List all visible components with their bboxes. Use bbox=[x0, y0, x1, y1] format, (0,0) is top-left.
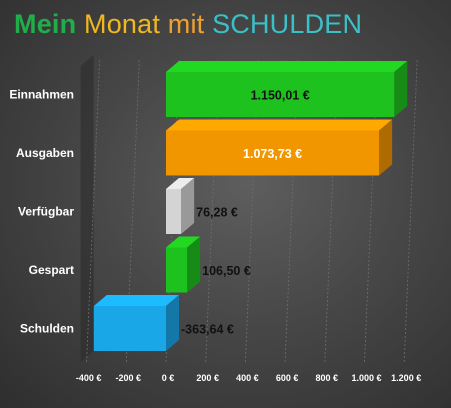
bar-top-gespart bbox=[166, 236, 201, 248]
chart-side-wall bbox=[80, 55, 94, 362]
title-word-1: Mein bbox=[14, 9, 77, 39]
category-label-ausgaben: Ausgaben bbox=[16, 146, 74, 160]
title-word-2: Monat bbox=[84, 9, 161, 39]
x-tick-label-0: -400 € bbox=[76, 373, 102, 383]
category-label-gespart: Gespart bbox=[29, 263, 74, 277]
x-tick-label-7: 1.000 € bbox=[351, 373, 381, 383]
x-tick-label-2: 0 € bbox=[162, 373, 175, 383]
x-tick-label-1: -200 € bbox=[116, 373, 142, 383]
x-tick-label-4: 400 € bbox=[236, 373, 259, 383]
category-label-verf-gbar: Verfügbar bbox=[18, 205, 74, 219]
x-tick-label-3: 200 € bbox=[196, 373, 219, 383]
chart-title: Mein Monat mit SCHULDEN bbox=[14, 9, 362, 40]
bar-side-schulden bbox=[166, 295, 179, 351]
value-label-einnahmen: 1.150,01 € bbox=[251, 89, 310, 103]
x-tick-label-5: 600 € bbox=[276, 373, 299, 383]
bar-einnahmen bbox=[166, 72, 395, 117]
title-word-3: mit bbox=[167, 9, 205, 39]
bar-top-schulden bbox=[93, 295, 179, 306]
x-tick-label-6: 800 € bbox=[316, 373, 339, 383]
value-label-verf-gbar: 76,28 € bbox=[196, 206, 238, 220]
category-label-einnahmen: Einnahmen bbox=[9, 88, 74, 102]
bar-side-verf-gbar bbox=[181, 178, 195, 234]
bar-ausgaben bbox=[166, 130, 380, 176]
x-tick-label-8: 1.200 € bbox=[391, 373, 421, 383]
value-label-ausgaben: 1.073,73 € bbox=[243, 147, 302, 161]
bar-gespart bbox=[166, 247, 188, 293]
bar-side-gespart bbox=[187, 236, 201, 293]
bar-schulden bbox=[93, 306, 166, 351]
bar-side-ausgaben bbox=[379, 119, 393, 176]
value-label-schulden: -363,64 € bbox=[181, 323, 234, 337]
bar-verf-gbar bbox=[166, 189, 182, 234]
bar-side-einnahmen bbox=[394, 61, 408, 117]
bar-top-verf-gbar bbox=[166, 178, 195, 189]
bar-top-einnahmen bbox=[166, 61, 408, 72]
bar-top-ausgaben bbox=[166, 119, 393, 131]
category-label-schulden: Schulden bbox=[20, 322, 74, 336]
value-label-gespart: 106,50 € bbox=[202, 264, 251, 278]
title-word-4: SCHULDEN bbox=[212, 9, 363, 39]
